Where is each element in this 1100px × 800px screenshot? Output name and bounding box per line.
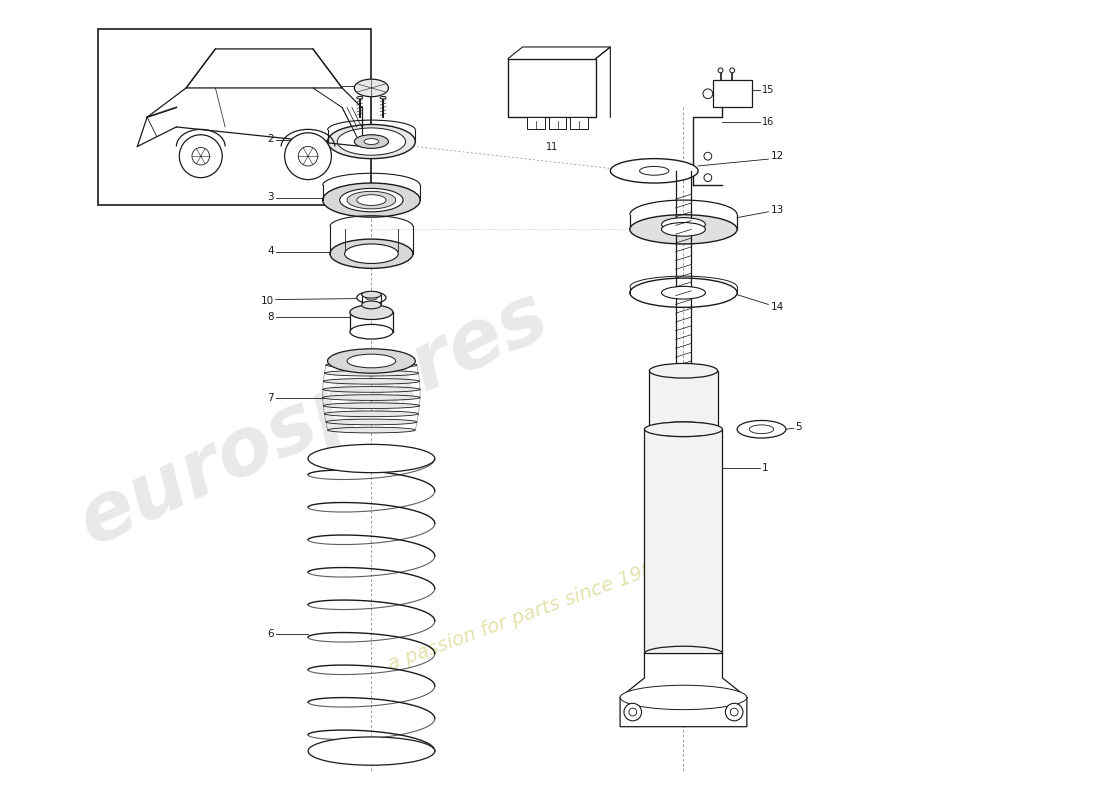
Ellipse shape [737, 421, 785, 438]
Circle shape [704, 152, 712, 160]
Circle shape [298, 146, 318, 166]
Text: 13: 13 [771, 205, 784, 215]
Bar [645, 430, 723, 654]
Bar [713, 80, 751, 107]
Text: 14: 14 [771, 302, 784, 312]
Circle shape [624, 703, 641, 721]
Ellipse shape [610, 158, 698, 183]
Ellipse shape [356, 292, 386, 303]
Ellipse shape [322, 183, 420, 217]
Bar [98, 30, 372, 205]
Text: 3: 3 [267, 192, 274, 202]
Circle shape [725, 703, 742, 721]
Ellipse shape [346, 354, 396, 368]
Text: 9: 9 [267, 80, 274, 90]
Ellipse shape [639, 166, 669, 175]
Ellipse shape [365, 295, 377, 300]
Circle shape [729, 68, 735, 73]
Ellipse shape [645, 646, 723, 661]
Ellipse shape [324, 370, 418, 376]
Bar [508, 58, 596, 117]
Ellipse shape [308, 737, 435, 766]
Ellipse shape [645, 422, 723, 437]
Circle shape [703, 89, 713, 98]
Bar [570, 117, 587, 129]
Circle shape [629, 708, 637, 716]
Ellipse shape [308, 444, 435, 473]
Circle shape [179, 134, 222, 178]
Ellipse shape [620, 686, 747, 710]
Ellipse shape [326, 362, 417, 368]
Ellipse shape [354, 134, 388, 148]
Bar [649, 370, 717, 430]
Ellipse shape [323, 403, 419, 409]
Ellipse shape [381, 97, 386, 99]
Ellipse shape [749, 425, 773, 434]
Ellipse shape [350, 325, 393, 339]
Circle shape [730, 708, 738, 716]
Ellipse shape [661, 218, 705, 231]
Ellipse shape [338, 128, 406, 155]
Text: 10: 10 [261, 295, 274, 306]
Polygon shape [186, 49, 342, 88]
Ellipse shape [649, 363, 717, 378]
Text: 6: 6 [267, 629, 274, 639]
Text: a passion for parts since 1985: a passion for parts since 1985 [386, 555, 669, 674]
Text: 16: 16 [761, 117, 773, 127]
Text: 7: 7 [267, 393, 274, 402]
Circle shape [285, 133, 331, 180]
Ellipse shape [326, 419, 417, 425]
Text: 8: 8 [267, 312, 274, 322]
Circle shape [192, 147, 209, 165]
Ellipse shape [328, 427, 416, 433]
Ellipse shape [350, 305, 393, 319]
Bar [527, 117, 544, 129]
Text: eurospares: eurospares [66, 277, 560, 562]
Ellipse shape [322, 386, 420, 392]
Ellipse shape [340, 188, 403, 212]
Text: 2: 2 [267, 134, 274, 144]
Text: 5: 5 [795, 422, 802, 432]
Ellipse shape [324, 411, 418, 417]
Ellipse shape [661, 222, 705, 236]
Polygon shape [620, 654, 747, 726]
Ellipse shape [322, 394, 420, 401]
Ellipse shape [323, 378, 419, 384]
Ellipse shape [661, 286, 705, 299]
Ellipse shape [356, 97, 363, 99]
Text: 15: 15 [761, 85, 774, 95]
Text: 11: 11 [546, 142, 558, 151]
Text: 1: 1 [761, 463, 768, 474]
Ellipse shape [362, 291, 382, 298]
Bar [549, 117, 566, 129]
Ellipse shape [364, 138, 378, 145]
Ellipse shape [330, 239, 412, 268]
Ellipse shape [328, 125, 416, 158]
Text: 12: 12 [771, 151, 784, 161]
Ellipse shape [346, 191, 396, 209]
Ellipse shape [362, 301, 382, 309]
Ellipse shape [354, 79, 388, 97]
Text: 4: 4 [267, 246, 274, 256]
Ellipse shape [630, 214, 737, 244]
Ellipse shape [328, 349, 416, 373]
Ellipse shape [649, 422, 717, 437]
Circle shape [704, 174, 712, 182]
Circle shape [718, 68, 723, 73]
Ellipse shape [344, 244, 398, 263]
Ellipse shape [356, 194, 386, 206]
Ellipse shape [630, 278, 737, 307]
